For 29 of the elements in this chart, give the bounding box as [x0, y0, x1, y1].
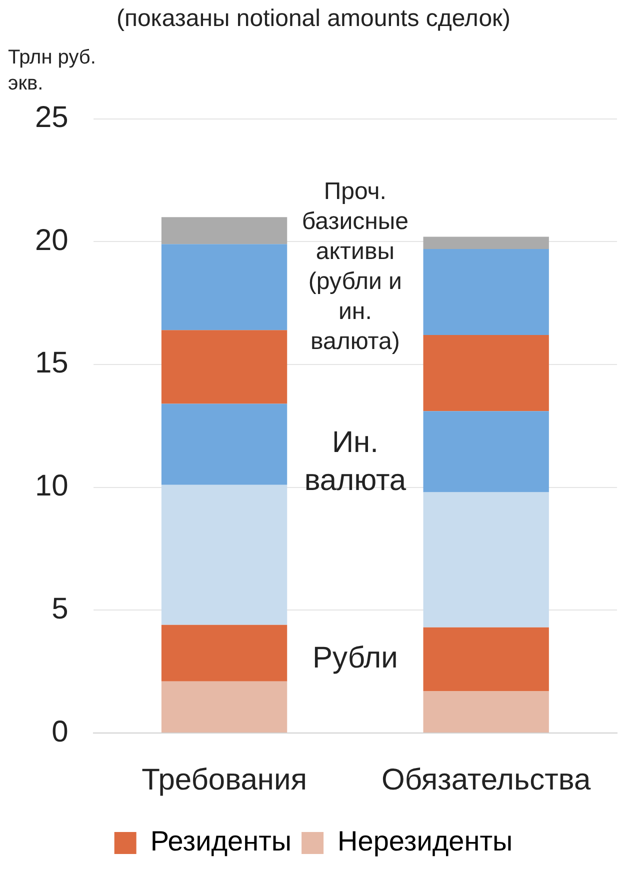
y-tick-label: 20: [34, 224, 68, 257]
annotation: Ин. валюта: [304, 426, 406, 498]
bar: [161, 484, 288, 625]
y-axis-title: Трлн руб. экв.: [8, 46, 96, 95]
legend-label: Нерезиденты: [338, 826, 513, 857]
bar: [423, 691, 549, 732]
annotation: Рубли: [312, 642, 398, 675]
bar: [161, 330, 288, 404]
x-tick-label: Требования: [142, 763, 307, 796]
bar: [423, 492, 549, 628]
y-tick-label: 25: [34, 101, 68, 134]
y-tick-label: 0: [52, 715, 68, 748]
chart-title: (показаны notional amounts сделок): [116, 5, 511, 32]
bar: [161, 404, 288, 485]
y-tick-label: 5: [52, 592, 68, 626]
legend-label: Резиденты: [150, 826, 292, 857]
bar: [423, 236, 549, 250]
bar: [161, 217, 288, 244]
bar: [423, 411, 549, 492]
y-tick-label: 10: [34, 470, 68, 503]
bar: [161, 681, 288, 732]
bar: [423, 627, 549, 692]
bar: [161, 624, 288, 682]
annotation: Проч. базисные активы (рубли и ин. валюта): [302, 178, 408, 356]
bar: [161, 244, 288, 330]
bar: [423, 249, 549, 335]
bar: [423, 335, 549, 412]
y-tick-label: 15: [34, 346, 68, 380]
x-tick-label: Обязательства: [382, 763, 591, 796]
